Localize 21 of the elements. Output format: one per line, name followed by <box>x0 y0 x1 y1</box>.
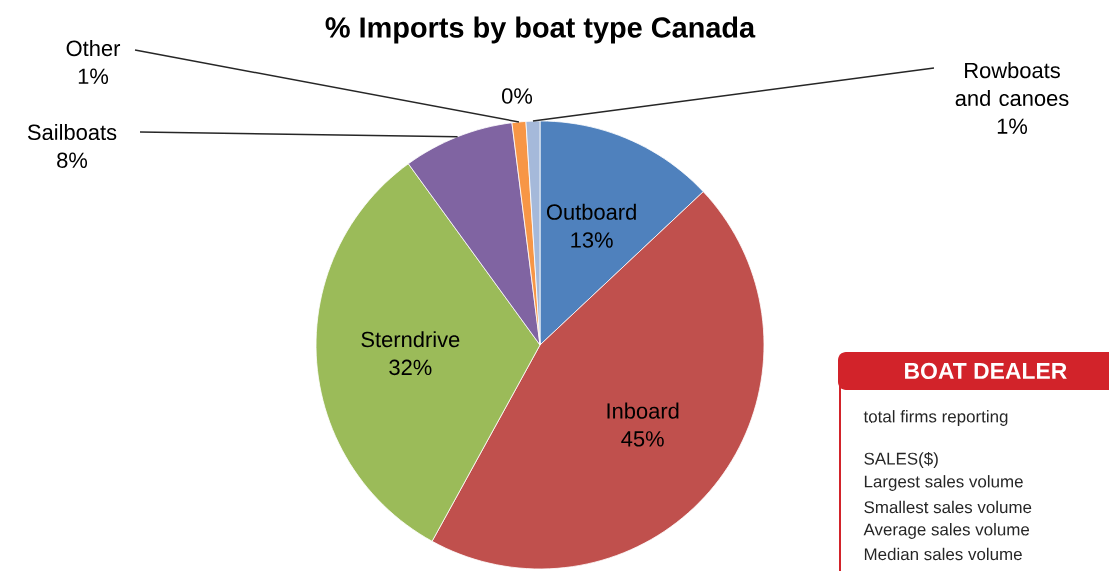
text: 0% <box>502 88 533 104</box>
text: Average sales volume <box>863 523 1030 539</box>
text: BOAT DEALER <box>905 362 1067 380</box>
chart-title: % Imports by boat type Canada <box>325 16 756 44</box>
slice-label: Sterndrive <box>361 331 460 348</box>
data-label: 1% <box>78 68 109 84</box>
text: SALES($) <box>864 451 938 468</box>
data-label: 45% <box>621 431 664 447</box>
slice-label: Rowboats and canoes <box>955 62 1069 107</box>
slice-label: Sailboats <box>27 123 117 141</box>
text: Smallest sales volume <box>864 500 1032 514</box>
data-label: 8% <box>57 152 88 168</box>
slice-label: Other <box>66 40 121 57</box>
text: total firms reporting <box>863 410 1008 426</box>
slice-label: Inboard <box>607 402 679 419</box>
text: Largest sales volume <box>864 475 1023 491</box>
data-label: 32% <box>389 359 432 376</box>
text: Median sales volume <box>864 547 1022 561</box>
slice-label: Outboard <box>546 203 636 220</box>
data-label: 13% <box>571 232 613 248</box>
data-label: 1% <box>997 118 1028 134</box>
